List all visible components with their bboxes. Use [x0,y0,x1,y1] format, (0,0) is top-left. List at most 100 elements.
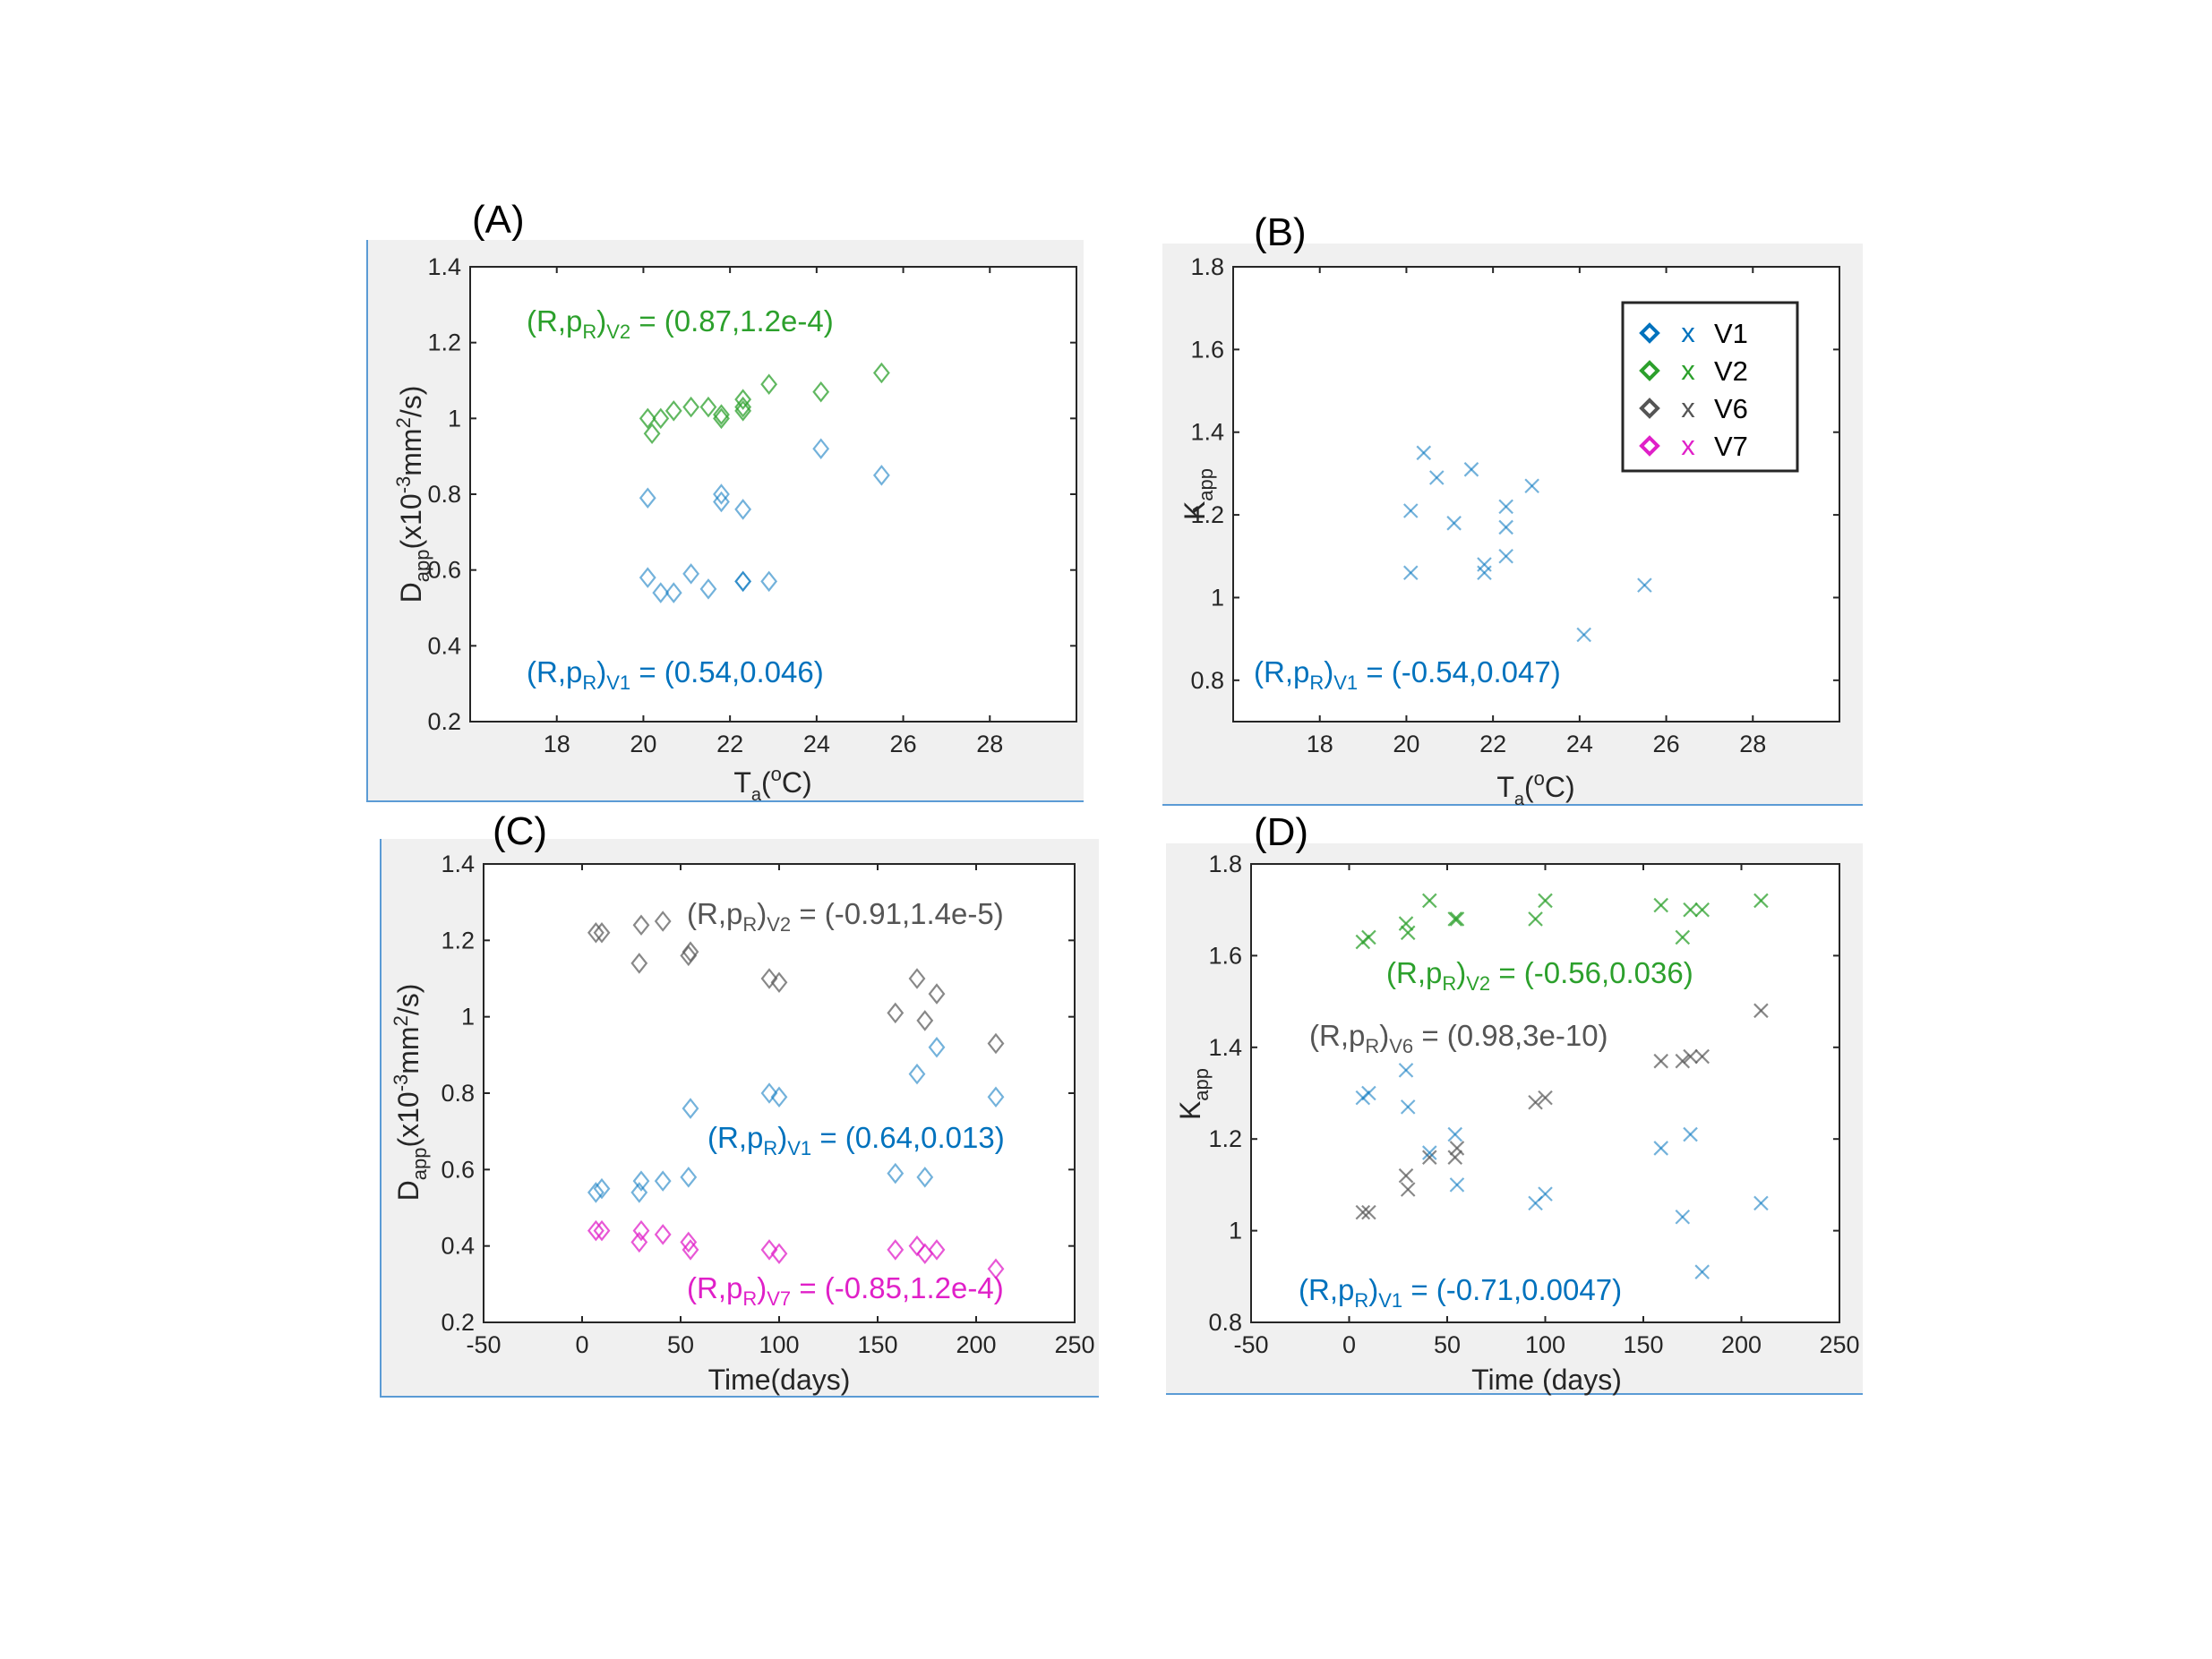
panel-a-point-v1 [652,582,670,603]
panel-d-point-v2 [1398,916,1414,931]
panel-d-point-v6 [1361,1204,1376,1220]
panel-a-x-tick-label: 24 [803,731,830,757]
panel-c-point-v7 [987,1258,1005,1280]
panel-c-point-v6 [654,911,672,932]
panel-d-annotation-v2: (R,pR)V2 = (-0.56,0.036) [1386,956,1693,995]
panel-d-point-v2 [1653,897,1668,913]
panel-c-x-axis-label: Time(days) [708,1364,851,1396]
panel-c-point-v1 [593,1177,611,1200]
panel-d-point-v2 [1694,902,1710,918]
panel-b-y-ticks: 0.8 1 1.2 1.4 1.6 1.8 [1190,253,1839,694]
panel-b-y-axis-label: Kapp [1179,468,1217,520]
panel-d-point-v6 [1422,1150,1437,1165]
panel-c-x-tick-label: 150 [857,1331,897,1358]
panel-a-point-v2 [760,373,778,395]
legend: x V1 x V2 x V6 x V7 [1621,301,1799,473]
panel-c-point-v1 [770,1086,788,1108]
panel-a-x-tick-label: 18 [544,731,570,757]
panel-a-point-v2 [639,407,656,430]
panel-c-x-ticks: -50 0 50 100 150 200 250 [466,864,1095,1358]
panel-d-point-v2 [1683,902,1698,918]
legend-marker-v6 [1639,398,1660,419]
panel-b-x-ticks: 18 20 22 24 26 28 [1307,267,1766,757]
panel-a-y-tick-label: 0.6 [427,557,461,584]
panel-c-point-v1 [587,1182,604,1203]
panel-d-point-v1 [1683,1126,1698,1142]
panel-a-point-v1 [812,438,830,459]
panel-a-x-tick-label: 22 [716,731,743,757]
panel-a-point-v2 [734,389,752,410]
panel-c-point-v1 [682,1098,699,1119]
panel-c-point-v7 [682,1239,699,1261]
panel-c-point-v6 [770,971,788,994]
panel-b-y-tick-label: 1.6 [1190,336,1224,363]
panel-a-annotation-v2: (R,pR)V2 = (0.87,1.2e-4) [527,304,834,343]
panel-b-label: (B) [1254,210,1307,254]
panel-a-point-v1 [734,499,752,520]
panel-d-x-tick-label: 100 [1525,1331,1565,1358]
panel-d-point-v2 [1422,893,1437,909]
panel-d-point-v1 [1398,1063,1414,1078]
panel-d-x-ticks: -50 0 50 100 150 200 250 [1233,864,1860,1358]
panel-d-point-v1 [1361,1085,1376,1101]
panel-a-marks [639,362,890,603]
panel-c-point-v7 [770,1243,788,1264]
legend-marker-v7 [1639,435,1660,457]
panel-c-point-v1 [908,1063,926,1085]
panel-a-point-v1 [682,563,700,585]
panel-d-point-v6 [1694,1048,1710,1065]
panel-d-x-tick-label: 150 [1623,1331,1663,1358]
panel-a-point-v1 [713,483,730,505]
legend-marker-v1 [1639,322,1660,344]
panel-b-marks [1402,445,1652,643]
legend-x-symbol: x [1681,392,1695,423]
panel-d-point-v6 [1538,1090,1553,1106]
panel-a-y-tick-label: 0.8 [427,481,461,508]
panel-b-point-v1 [1402,565,1419,581]
panel-c-y-axis-label: Dapp(x10-3mm2/s) [390,984,431,1201]
panel-b-x-axis-label: Ta(oC) [1496,767,1574,809]
legend-x-symbol: x [1681,317,1695,348]
panel-a-x-axis-label: Ta(oC) [733,763,811,805]
legend-label-v2: V2 [1714,355,1748,387]
legend-label-v1: V1 [1714,318,1748,349]
panel-d-y-tick-label: 1.4 [1208,1034,1242,1061]
panel-b: (B) 18 20 22 24 26 28 0.8 1 1.2 1.4 1.6 1.8 Kapp T… [1162,210,1863,809]
panel-a-point-v2 [734,396,752,418]
panel-c: (C) -50 0 50 100 150 200 250 0.2 0.4 0.6 0.8 1 1.2 1… [380,809,1099,1398]
panel-d-point-v6 [1447,1150,1463,1165]
panel-c-point-v7 [680,1231,698,1253]
panel-b-point-v1 [1576,627,1591,643]
panel-c-point-v6 [928,983,946,1005]
panel-c-point-v7 [887,1239,905,1261]
panel-c-marks [587,911,1005,1280]
panel-c-y-tick-label: 1.2 [441,927,475,953]
panel-d-point-v1 [1447,1126,1463,1142]
panel-c-point-v1 [654,1170,672,1192]
panel-d-x-axis-label: Time (days) [1471,1364,1622,1396]
panel-d-marks [1355,893,1769,1279]
panel-a-y-tick-label: 1 [448,405,461,432]
panel-c-y-tick-label: 1 [461,1004,475,1030]
panel-c-y-tick-label: 0.6 [441,1156,475,1183]
panel-d-point-v1 [1694,1264,1710,1279]
panel-d-point-v2 [1449,911,1465,927]
panel-c-x-tick-label: 0 [575,1331,588,1358]
legend-box [1621,301,1799,473]
panel-c-point-v1 [887,1162,905,1184]
panel-a-point-v1 [872,465,890,486]
panel-a-y-tick-label: 0.2 [427,708,461,735]
panel-c-point-v6 [908,968,926,989]
panel-a-x-ticks: 18 20 22 24 26 28 [544,267,1003,757]
panel-d-point-v2 [1675,929,1691,945]
panel-a-point-v1 [760,570,778,593]
panel-c-x-tick-label: -50 [466,1331,501,1358]
panel-d-point-v1 [1753,1195,1769,1211]
panel-a-y-ticks: 0.2 0.4 0.6 0.8 1 1.2 1.4 [427,253,1076,735]
panel-b-x-tick-label: 26 [1653,731,1680,757]
panel-d-x-tick-label: 50 [1434,1331,1461,1358]
panel-d-point-v2 [1447,911,1463,927]
panel-a-point-v2 [652,407,670,430]
panel-c-y-ticks: 0.2 0.4 0.6 0.8 1 1.2 1.4 [441,851,1075,1336]
panel-d-plot-area [1250,863,1840,1323]
